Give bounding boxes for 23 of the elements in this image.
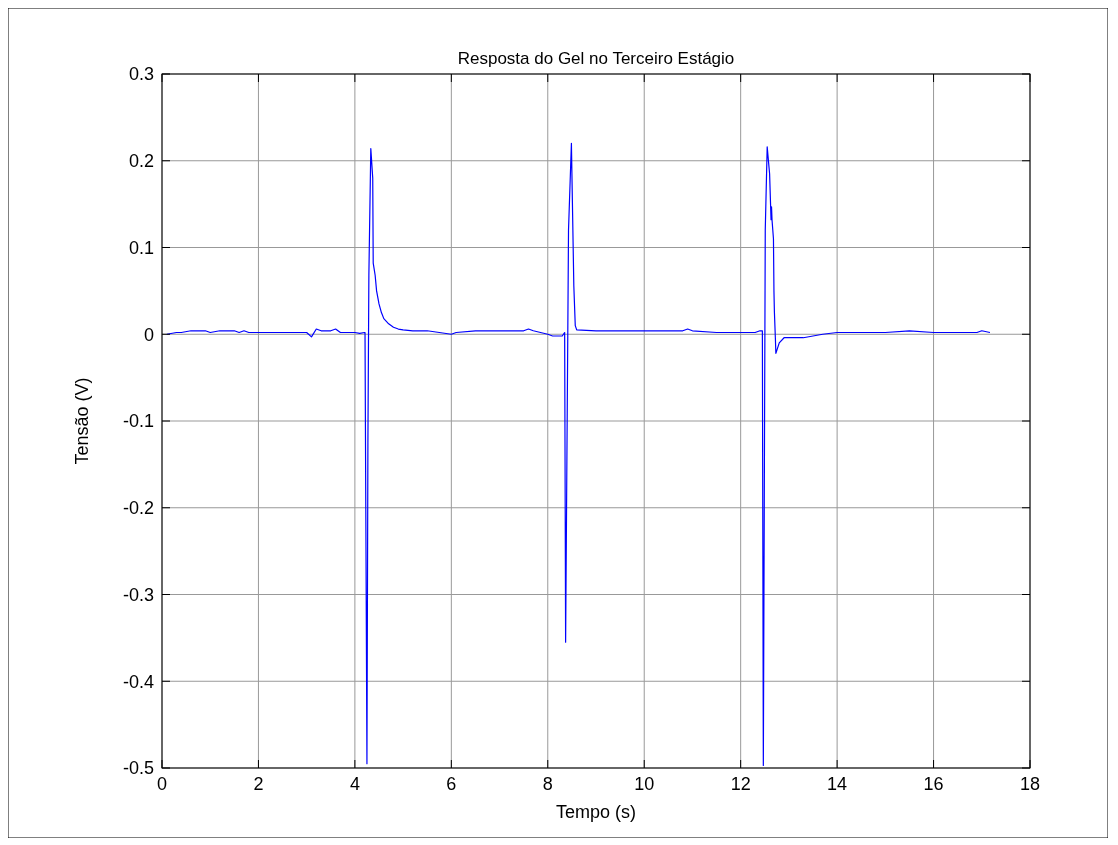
y-tick-label: -0.3 xyxy=(122,584,154,605)
y-tick-label: -0.4 xyxy=(122,671,154,692)
x-axis-title: Tempo (s) xyxy=(555,802,637,822)
x-tick-label: 14 xyxy=(827,774,848,794)
y-tick-label: 0 xyxy=(143,324,154,345)
x-tick-label: 10 xyxy=(634,774,655,794)
y-axis-title: Tensão (V) xyxy=(72,377,92,465)
x-tick-label: 2 xyxy=(253,774,264,794)
y-tick-label: 0.2 xyxy=(128,151,154,172)
x-tick-label: 18 xyxy=(1019,774,1041,794)
x-tick-label: 12 xyxy=(730,774,751,794)
line-series xyxy=(166,142,991,766)
y-tick-label: -0.2 xyxy=(122,498,154,519)
y-tick-label: 0.3 xyxy=(128,64,154,85)
x-tick-label: 8 xyxy=(542,774,553,794)
y-tick-label: -0.5 xyxy=(122,758,154,779)
chart-title: Resposta do Gel no Terceiro Estágio xyxy=(457,49,735,68)
x-tick-label: 4 xyxy=(349,774,360,794)
y-tick-label: -0.1 xyxy=(122,411,154,432)
x-tick-label: 16 xyxy=(923,774,944,794)
x-tick-label: 6 xyxy=(446,774,457,794)
y-tick-label: 0.1 xyxy=(128,237,154,258)
x-tick-label: 0 xyxy=(156,774,168,794)
